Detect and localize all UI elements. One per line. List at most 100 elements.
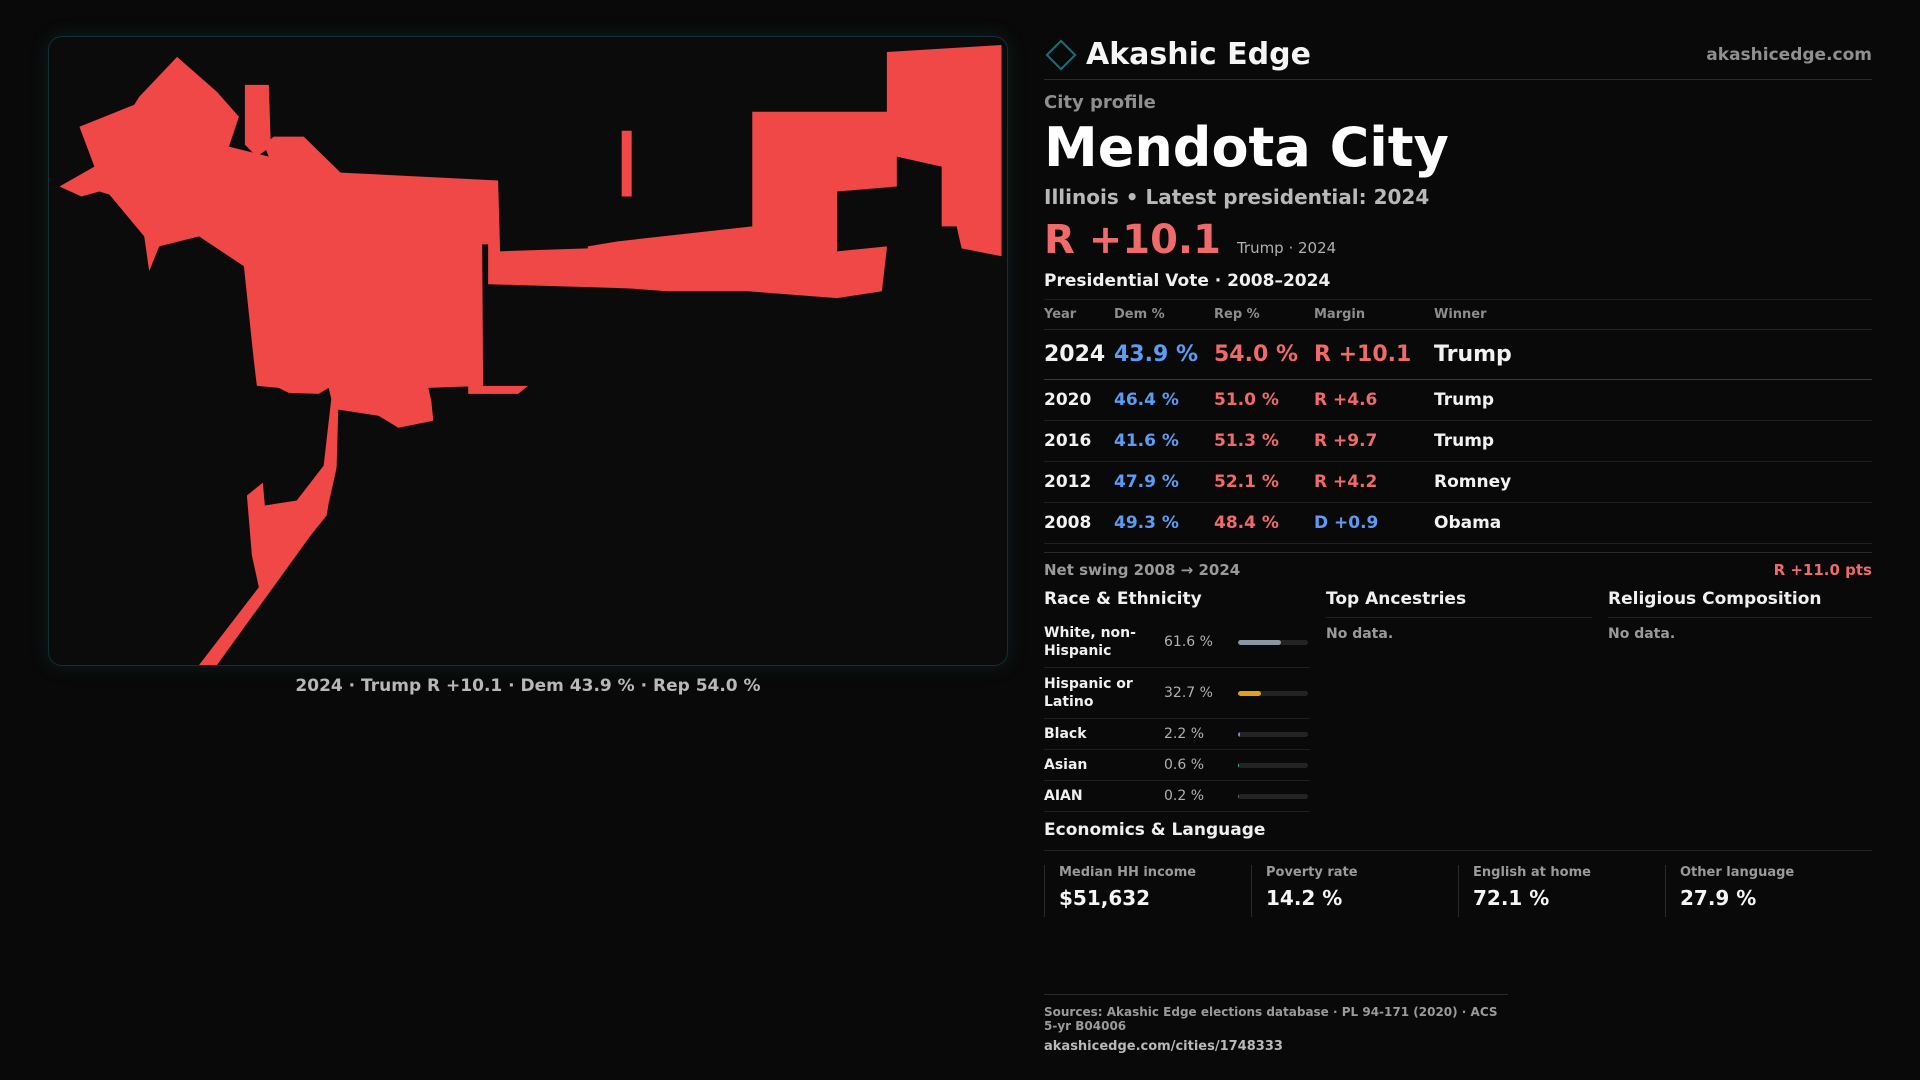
page-subtitle: Illinois • Latest presidential: 2024	[1044, 185, 1430, 209]
race-label: Black	[1044, 726, 1087, 742]
profile-panel: Akashic Edge akashicedge.com City profil…	[1044, 30, 1872, 917]
ancestries-section: Top Ancestries No data.	[1326, 589, 1592, 812]
table-row: 2008 49.3 % 48.4 % D +0.9 Obama	[1044, 502, 1872, 544]
stat-label: Poverty rate	[1266, 865, 1358, 880]
cell-rep: 51.0 %	[1214, 379, 1314, 421]
cell-margin: D +0.9	[1314, 502, 1434, 544]
race-label: AIAN	[1044, 788, 1083, 804]
sources-text: Sources: Akashic Edge elections database…	[1044, 1005, 1498, 1033]
cell-margin: R +4.6	[1314, 379, 1434, 421]
cell-winner: Romney	[1434, 461, 1872, 503]
header-winner: Winner	[1434, 299, 1872, 330]
header-dem: Dem %	[1114, 299, 1214, 330]
race-value: 0.2 %	[1164, 788, 1205, 804]
race-section-title: Race & Ethnicity	[1044, 589, 1202, 609]
city-boundary-parcel-b	[244, 84, 271, 157]
race-label: Hispanic or Latino	[1044, 676, 1133, 710]
cell-winner: Trump	[1434, 420, 1872, 462]
cell-year: 2016	[1044, 420, 1114, 462]
list-item: Hispanic or Latino 32.7 %	[1044, 668, 1310, 719]
stat-value: 72.1 %	[1473, 886, 1550, 910]
list-item: Asian 0.6 %	[1044, 750, 1310, 781]
race-bar	[1238, 762, 1308, 768]
cell-year: 2024	[1044, 329, 1114, 380]
stat-label: Median HH income	[1059, 865, 1197, 880]
ancestries-section-title: Top Ancestries	[1326, 589, 1592, 618]
demographics: Race & Ethnicity White, non-Hispanic 61.…	[1044, 589, 1872, 812]
source-url-link[interactable]: akashicedge.com/cities/1748333	[1044, 1039, 1283, 1054]
stat-other-language: Other language 27.9 %	[1665, 865, 1872, 917]
cell-rep: 48.4 %	[1214, 502, 1314, 544]
cell-margin: R +4.2	[1314, 461, 1434, 503]
race-bar-fill	[1238, 762, 1240, 768]
site-link[interactable]: akashicedge.com	[1706, 44, 1872, 65]
table-row: 2016 41.6 % 51.3 % R +9.7 Trump	[1044, 420, 1872, 462]
cell-dem: 49.3 %	[1114, 502, 1214, 544]
cell-dem: 47.9 %	[1114, 461, 1214, 503]
race-label: Asian	[1044, 757, 1088, 773]
city-boundary-map	[59, 44, 1002, 665]
cell-winner: Obama	[1434, 502, 1872, 544]
city-boundary-parcel-d	[468, 385, 528, 394]
race-value: 2.2 %	[1164, 726, 1205, 742]
vote-table-header: Year Dem % Rep % Margin Winner	[1044, 299, 1872, 330]
stat-median-income: Median HH income $51,632	[1044, 865, 1251, 917]
economics-section-title: Economics & Language	[1044, 820, 1872, 851]
stat-poverty-rate: Poverty rate 14.2 %	[1251, 865, 1458, 917]
cell-rep: 51.3 %	[1214, 420, 1314, 462]
table-row: 2024 43.9 % 54.0 % R +10.1 Trump	[1044, 329, 1872, 380]
city-boundary-parcel-c	[621, 130, 632, 197]
ancestries-empty: No data.	[1326, 626, 1394, 642]
header-margin: Margin	[1314, 299, 1434, 330]
headline-note: Trump · 2024	[1236, 239, 1337, 257]
city-boundary-parcel-a	[620, 248, 661, 289]
brand[interactable]: Akashic Edge	[1044, 37, 1311, 72]
cell-winner: Trump	[1434, 329, 1872, 380]
table-row: 2012 47.9 % 52.1 % R +4.2 Romney	[1044, 461, 1872, 503]
economics-stats: Median HH income $51,632 Poverty rate 14…	[1044, 865, 1872, 917]
race-bar-fill	[1238, 690, 1261, 696]
race-bar	[1238, 731, 1308, 737]
stat-value: 27.9 %	[1680, 886, 1757, 910]
city-map[interactable]	[48, 36, 1008, 666]
table-row: 2020 46.4 % 51.0 % R +4.6 Trump	[1044, 379, 1872, 421]
list-item: AIAN 0.2 %	[1044, 781, 1310, 812]
race-bar	[1238, 639, 1308, 645]
stat-value: 14.2 %	[1266, 886, 1343, 910]
vote-table: Year Dem % Rep % Margin Winner 2024 43.9…	[1044, 299, 1872, 544]
race-value: 32.7 %	[1164, 685, 1213, 701]
race-bar	[1238, 793, 1308, 799]
stat-label: English at home	[1473, 865, 1591, 880]
vote-section-title: Presidential Vote · 2008–2024	[1044, 271, 1331, 291]
net-swing-label: Net swing 2008 → 2024	[1044, 561, 1241, 579]
eyebrow: City profile	[1044, 92, 1156, 113]
headline-margin: R +10.1	[1044, 217, 1221, 263]
race-bar	[1238, 690, 1308, 696]
city-boundary-main	[59, 44, 1002, 428]
cell-margin: R +9.7	[1314, 420, 1434, 462]
page-title: Mendota City	[1044, 116, 1449, 179]
header-year: Year	[1044, 299, 1114, 330]
religion-empty: No data.	[1608, 626, 1676, 642]
race-bar-fill	[1238, 793, 1240, 799]
cell-dem: 43.9 %	[1114, 329, 1214, 380]
cell-rep: 52.1 %	[1214, 461, 1314, 503]
race-bar-fill	[1238, 639, 1282, 645]
header-rep: Rep %	[1214, 299, 1314, 330]
stat-label: Other language	[1680, 865, 1795, 880]
cell-year: 2012	[1044, 461, 1114, 503]
cell-winner: Trump	[1434, 379, 1872, 421]
net-swing: Net swing 2008 → 2024 R +11.0 pts	[1044, 552, 1872, 579]
diamond-logo-icon	[1045, 38, 1077, 71]
race-value: 0.6 %	[1164, 757, 1205, 773]
cell-dem: 41.6 %	[1114, 420, 1214, 462]
cell-year: 2020	[1044, 379, 1114, 421]
religion-section-title: Religious Composition	[1608, 589, 1872, 618]
cell-dem: 46.4 %	[1114, 379, 1214, 421]
net-swing-value: R +11.0 pts	[1773, 561, 1872, 579]
race-value: 61.6 %	[1164, 634, 1213, 650]
city-boundary-spur	[199, 395, 339, 665]
headline-result: R +10.1 Trump · 2024	[1044, 217, 1872, 263]
sources: Sources: Akashic Edge elections database…	[1044, 994, 1508, 1054]
cell-year: 2008	[1044, 502, 1114, 544]
